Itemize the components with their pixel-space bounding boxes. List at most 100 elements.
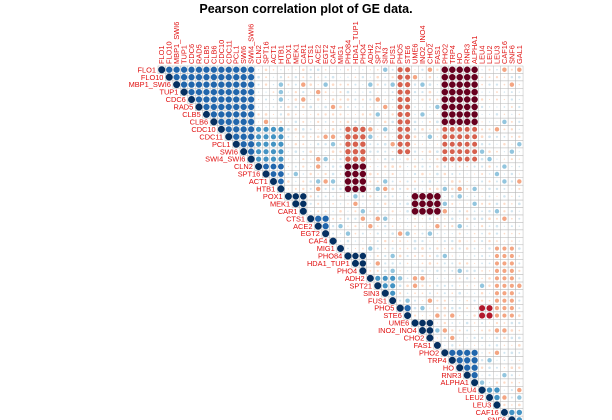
correlation-circle	[332, 158, 334, 160]
correlation-circle	[399, 158, 401, 160]
correlation-circle	[488, 366, 491, 370]
column-label: CDC10	[217, 40, 226, 64]
correlation-circle	[518, 299, 521, 302]
correlation-circle	[503, 210, 506, 213]
correlation-circle	[443, 292, 446, 295]
correlation-circle	[494, 253, 500, 259]
correlation-circle	[310, 165, 312, 168]
correlation-circle	[449, 66, 456, 73]
correlation-circle	[488, 329, 491, 332]
correlation-circle	[442, 201, 448, 207]
correlation-circle	[331, 83, 335, 86]
correlation-circle	[458, 291, 462, 295]
correlation-circle	[428, 150, 432, 154]
correlation-circle	[247, 96, 255, 103]
correlation-circle	[458, 173, 461, 175]
correlation-circle	[233, 103, 240, 111]
correlation-circle	[480, 217, 484, 221]
correlation-circle	[332, 120, 335, 123]
correlation-circle	[233, 81, 240, 88]
correlation-circle	[332, 217, 335, 220]
correlation-circle	[347, 113, 349, 116]
correlation-circle	[269, 177, 277, 185]
correlation-circle	[413, 299, 417, 302]
correlation-circle	[294, 83, 297, 86]
row-label: RNR3	[441, 371, 461, 380]
column-label: CTS1	[306, 45, 315, 64]
correlation-circle	[466, 210, 469, 213]
correlation-circle	[295, 69, 297, 71]
column-label: LEU3	[492, 46, 501, 64]
column-label: CAF16	[500, 41, 509, 64]
correlation-circle	[331, 128, 335, 131]
correlation-circle	[294, 187, 297, 190]
correlation-circle	[495, 187, 499, 191]
correlation-circle	[481, 202, 484, 205]
correlation-circle	[322, 223, 329, 230]
correlation-circle	[443, 306, 447, 310]
correlation-circle	[300, 200, 307, 208]
correlation-circle	[391, 262, 394, 265]
correlation-circle	[359, 178, 367, 185]
correlation-circle	[443, 262, 446, 265]
correlation-circle	[345, 134, 351, 140]
correlation-circle	[309, 202, 312, 205]
correlation-circle	[518, 232, 521, 235]
correlation-circle	[391, 225, 394, 228]
correlation-circle	[457, 223, 462, 229]
correlation-circle	[429, 128, 431, 131]
correlation-circle	[510, 68, 513, 71]
correlation-circle	[473, 217, 476, 221]
correlation-circle	[471, 118, 478, 126]
correlation-circle	[443, 299, 446, 302]
row-label: TUP1	[159, 88, 178, 97]
correlation-circle	[240, 141, 247, 148]
correlation-circle	[436, 187, 439, 191]
correlation-circle	[316, 135, 320, 139]
correlation-circle	[225, 103, 232, 111]
column-label: LEU4	[478, 46, 487, 65]
correlation-circle	[488, 173, 491, 175]
correlation-circle	[339, 203, 342, 205]
correlation-circle	[511, 113, 513, 116]
correlation-circle	[359, 252, 367, 260]
correlation-circle	[517, 403, 521, 407]
correlation-circle	[339, 105, 342, 109]
correlation-circle	[359, 163, 367, 170]
correlation-circle	[421, 68, 424, 71]
correlation-circle	[383, 67, 388, 72]
correlation-circle	[478, 386, 486, 394]
correlation-circle	[332, 69, 334, 71]
correlation-circle	[392, 128, 394, 130]
correlation-circle	[270, 149, 277, 155]
correlation-circle	[330, 104, 336, 110]
correlation-circle	[264, 98, 268, 101]
correlation-circle	[444, 344, 446, 346]
column-label: MIG1	[336, 46, 345, 64]
correlation-circle	[495, 224, 499, 228]
correlation-circle	[436, 254, 439, 258]
row-label: CAF16	[476, 408, 499, 417]
correlation-circle	[390, 268, 395, 274]
correlation-circle	[240, 88, 247, 96]
correlation-circle	[481, 344, 483, 347]
correlation-circle	[369, 113, 372, 116]
correlation-circle	[218, 81, 225, 88]
correlation-circle	[451, 292, 454, 295]
correlation-circle	[510, 135, 513, 138]
correlation-circle	[389, 297, 397, 305]
correlation-circle	[257, 83, 260, 86]
column-label: TRP4	[448, 45, 457, 64]
correlation-circle	[413, 180, 417, 183]
correlation-circle	[466, 233, 468, 235]
correlation-circle	[436, 91, 438, 93]
correlation-circle	[441, 73, 449, 81]
correlation-circle	[339, 91, 342, 94]
correlation-circle	[450, 335, 455, 341]
correlation-circle	[324, 76, 327, 79]
correlation-circle	[413, 306, 417, 310]
correlation-circle	[399, 218, 401, 220]
correlation-circle	[391, 247, 394, 250]
correlation-circle	[360, 216, 366, 221]
correlation-circle	[464, 349, 471, 356]
